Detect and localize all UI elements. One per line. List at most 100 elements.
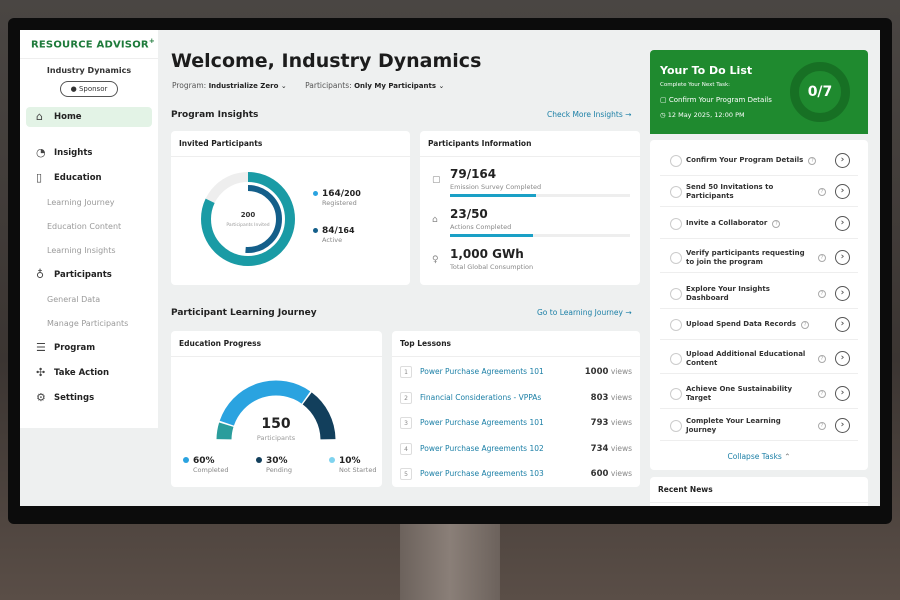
check-more-insights-link[interactable]: Check More Insights → [547,110,632,119]
legend-active: 84/164 Active [313,226,355,244]
sidebar-item-learning-journey[interactable]: Learning Journey [47,198,115,207]
sidebar-item-take-action[interactable]: ✣ Take Action [26,363,152,383]
todo-task[interactable]: Complete Your Learning Journey? › [660,411,858,441]
lesson-row[interactable]: 4 Power Purchase Agreements 102 734 views [400,438,632,464]
chevron-right-icon[interactable]: › [835,216,850,231]
lesson-title-link[interactable]: Power Purchase Agreements 103 [420,469,544,478]
task-label: Upload Additional Educational Content [686,349,806,367]
task-checkbox[interactable] [670,353,682,365]
chevron-right-icon[interactable]: › [835,418,850,433]
todo-task[interactable]: Confirm Your Program Details? › [660,146,858,176]
todo-task[interactable]: Explore Your Insights Dashboard? › [660,279,858,309]
task-label: Upload Spend Data Records [686,320,797,329]
participants-select[interactable]: Only My Participants ⌄ [354,82,445,90]
task-checkbox[interactable] [670,218,682,230]
help-icon[interactable]: ? [772,220,781,228]
lesson-title-link[interactable]: Power Purchase Agreements 101 [420,367,544,376]
todo-task[interactable]: Invite a Collaborator? › [660,209,858,239]
chevron-right-icon[interactable]: › [835,351,850,366]
lesson-row[interactable]: 5 Power Purchase Agreements 103 600 views [400,463,632,489]
sidebar-item-program[interactable]: ☰ Program [26,338,152,358]
lesson-row[interactable]: 2 Financial Considerations - VPPAs 803 vie… [400,387,632,413]
clipboard-icon: ▢ [660,96,667,104]
task-checkbox[interactable] [670,319,682,331]
lesson-rank: 2 [400,391,412,404]
logo[interactable]: RESOURCE ADVISOR+ [31,37,155,50]
todo-task[interactable]: Achieve One Sustainability Target? › [660,379,858,409]
task-checkbox[interactable] [670,420,682,432]
lesson-views: 1000 views [584,367,632,377]
recent-news-card: Recent News [650,477,868,506]
help-icon[interactable]: ? [801,321,810,329]
home-icon: ⌂ [432,215,438,225]
sidebar-item-manage-participants[interactable]: Manage Participants [47,319,129,328]
chevron-right-icon[interactable]: › [835,386,850,401]
sidebar-item-general-data[interactable]: General Data [47,295,101,304]
help-icon[interactable]: ? [818,254,826,262]
lesson-title-link[interactable]: Power Purchase Agreements 102 [420,443,544,453]
lesson-title-link[interactable]: Financial Considerations - VPPAs [420,392,542,402]
arrow-right-icon: → [625,110,632,119]
legend-registered: 164/200 Registered [313,189,361,207]
info-label: Total Global Consumption [450,263,534,271]
todo-task[interactable]: Verify participants requesting to join t… [660,243,858,273]
help-icon[interactable]: ? [818,390,826,398]
chevron-right-icon[interactable]: › [835,286,850,301]
chevron-right-icon[interactable]: › [835,184,850,199]
chevron-right-icon[interactable]: › [835,153,850,168]
task-checkbox[interactable] [670,388,682,400]
education-gauge-chart: 150 Participants [216,380,336,442]
task-label: Achieve One Sustainability Target [686,384,793,402]
todo-task[interactable]: Upload Spend Data Records? › [660,310,858,340]
clipboard-icon: ▢ [432,175,441,185]
lesson-title-link[interactable]: Power Purchase Agreements 101 [420,418,544,427]
collapse-tasks-button[interactable]: Collapse Tasks ⌃ [727,452,791,461]
chevron-right-icon[interactable]: › [835,250,850,265]
logo-text: RESOURCE ADVISOR [31,39,149,51]
program-select[interactable]: Industrialize Zero ⌄ [208,82,287,90]
lesson-rank: 5 [400,468,412,480]
next-task-link[interactable]: ▢ Confirm Your Program Details [660,96,772,104]
info-progress-bar [450,234,630,237]
sidebar-item-label: Settings [54,393,95,403]
lesson-views: 600 views [590,469,632,479]
chevron-right-icon[interactable]: › [835,317,850,332]
card-title: Recent News [650,477,868,503]
lesson-row[interactable]: 1 Power Purchase Agreements 101 1000 views [400,361,632,387]
gauge-center-label: Participants [257,434,296,442]
sidebar-item-participants[interactable]: ♁ Participants [26,265,152,285]
help-icon[interactable]: ? [818,422,826,430]
sidebar-item-home[interactable]: ⌂ Home [26,107,152,127]
filters: Program: Industrialize Zero ⌄ Participan… [172,81,444,90]
task-label: Verify participants requesting to join t… [686,248,805,266]
lesson-row[interactable]: 3 Power Purchase Agreements 101 793 views [400,412,632,438]
sidebar-item-label: Take Action [54,368,110,378]
help-icon[interactable]: ? [808,157,817,165]
task-label: Complete Your Learning Journey [686,416,781,434]
sidebar-item-settings[interactable]: ⚙ Settings [26,388,152,408]
task-checkbox[interactable] [670,155,682,167]
section-title: Participant Learning Journey [171,308,317,318]
help-icon[interactable]: ? [818,188,826,196]
chevron-up-icon: ⌃ [784,452,791,461]
sidebar-item-education-content[interactable]: Education Content [47,222,122,231]
sidebar-item-learning-insights[interactable]: Learning Insights [47,246,116,255]
sidebar-item-label: Home [54,112,82,122]
sidebar-item-education[interactable]: ▯ Education [26,168,152,188]
info-label: Emission Survey Completed [450,183,542,191]
todo-task[interactable]: Upload Additional Educational Content? › [660,344,858,374]
help-icon[interactable]: ? [818,290,826,298]
task-checkbox[interactable] [670,288,682,300]
task-checkbox[interactable] [670,186,682,198]
top-lessons-card: Top Lessons 1 Power Purchase Agreements 1… [392,331,640,487]
page-title: Welcome, Industry Dynamics [171,50,482,72]
sidebar-item-insights[interactable]: ◔ Insights [26,143,152,163]
task-checkbox[interactable] [670,252,682,264]
role-badge-label: Sponsor [78,85,108,93]
lesson-views: 803 views [590,392,632,403]
todo-task[interactable]: Send 50 Invitations to Participants? › [660,177,858,207]
lesson-rank: 4 [400,442,412,455]
help-icon[interactable]: ? [818,355,826,363]
go-to-learning-journey-link[interactable]: Go to Learning Journey → [537,308,632,317]
lesson-views: 793 views [590,418,632,428]
